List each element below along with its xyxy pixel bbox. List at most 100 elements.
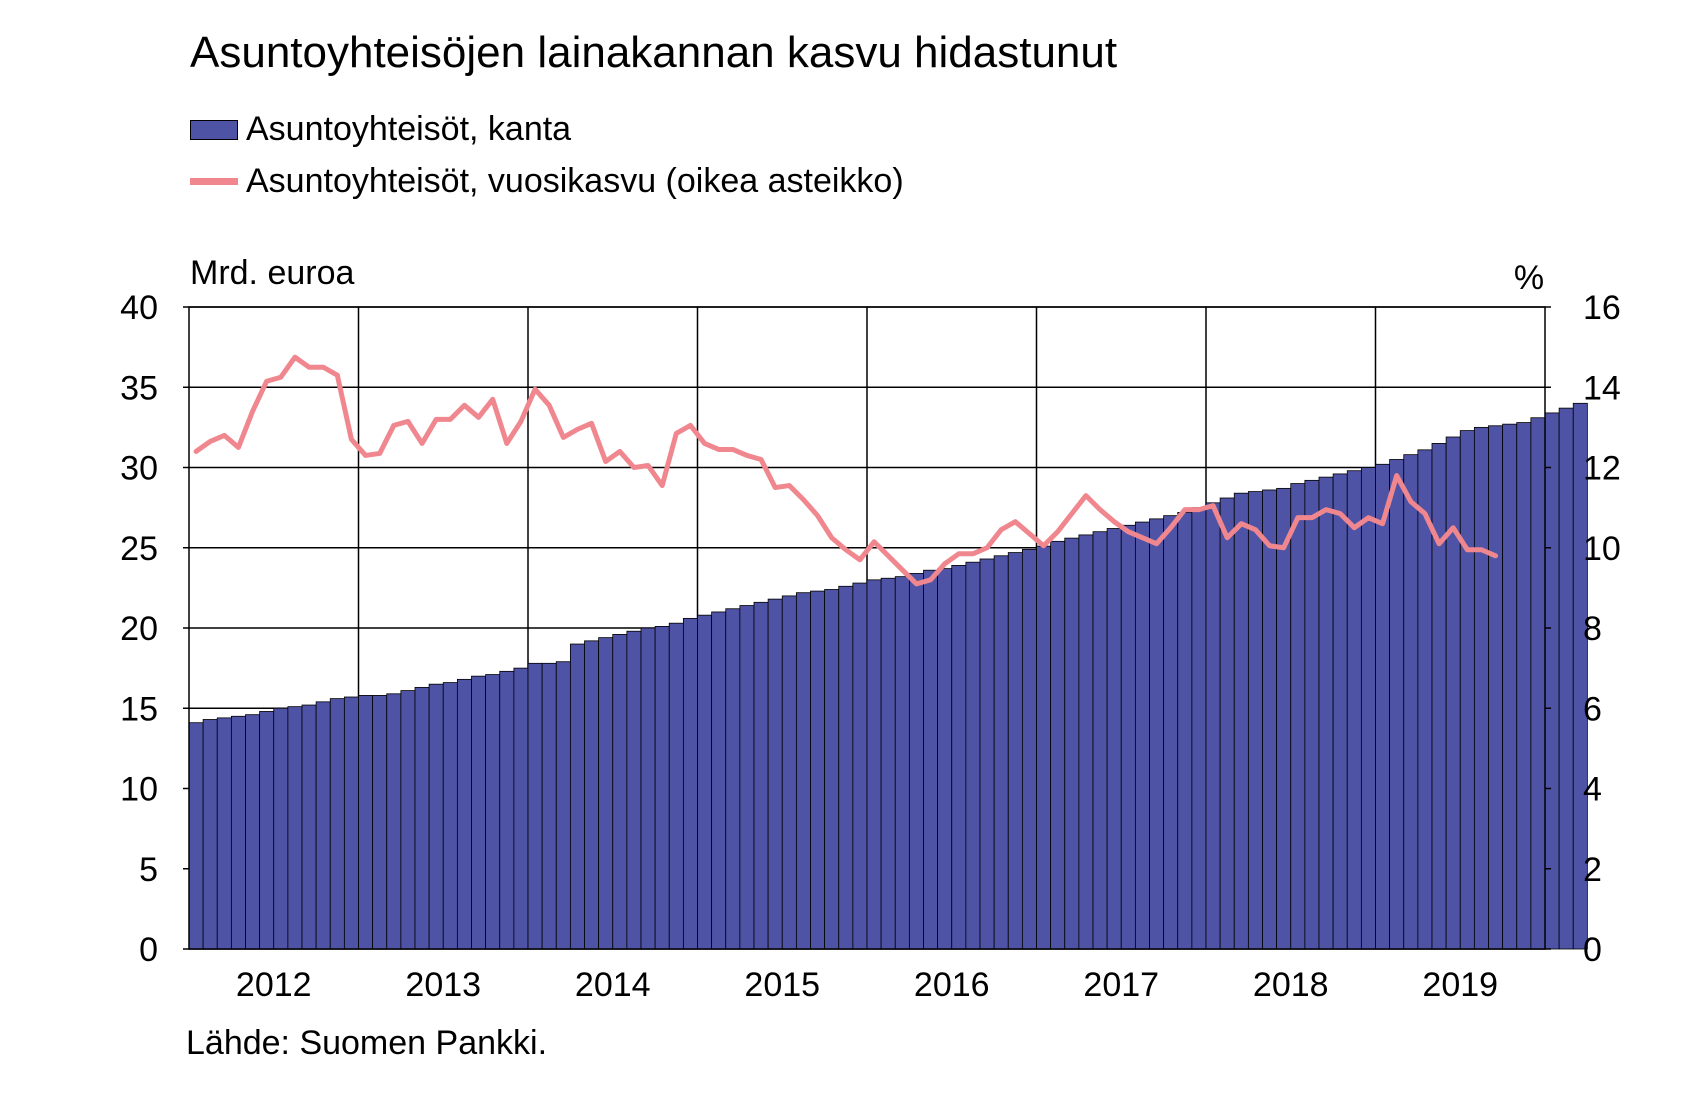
bar: [923, 569, 939, 950]
bar: [584, 640, 600, 950]
bar: [739, 605, 755, 950]
bar: [1233, 492, 1249, 950]
chart-title: Asuntoyhteisöjen lainakannan kasvu hidas…: [190, 28, 1118, 77]
x-tick-label: 2018: [1253, 966, 1329, 1004]
x-tick-label: 2014: [575, 966, 651, 1004]
bar: [753, 601, 769, 950]
bar: [1191, 507, 1207, 950]
bar: [1445, 436, 1461, 950]
bar: [1403, 454, 1419, 950]
bar: [1304, 479, 1320, 950]
bar: [880, 577, 896, 950]
bar: [1346, 470, 1362, 950]
bar: [1064, 537, 1080, 950]
bar: [866, 579, 882, 950]
x-tick-label: 2012: [236, 966, 312, 1004]
bar: [1036, 545, 1052, 950]
y-left-tick-label: 0: [139, 931, 158, 969]
bar: [555, 661, 571, 950]
x-tick-label: 2013: [405, 966, 481, 1004]
x-tick-label: 2015: [744, 966, 820, 1004]
bar: [1530, 417, 1546, 950]
y-left-tick-label: 40: [120, 289, 158, 327]
bar: [1572, 402, 1588, 950]
bar: [1134, 521, 1150, 950]
bar: [400, 690, 416, 950]
bar-series: [188, 402, 1588, 950]
bar: [795, 592, 811, 950]
legend-label-bar: Asuntoyhteisöt, kanta: [246, 110, 572, 148]
bar: [230, 715, 246, 950]
bar: [1247, 491, 1263, 950]
y-right-tick-label: 4: [1583, 771, 1602, 809]
y-left-axis-title: Mrd. euroa: [190, 254, 354, 292]
bar: [1021, 548, 1037, 950]
bar: [993, 555, 1009, 950]
bar: [1205, 502, 1221, 950]
bar: [1558, 407, 1574, 950]
bar: [1120, 524, 1136, 950]
y-right-tick-label: 2: [1583, 851, 1602, 889]
bar: [1473, 426, 1489, 950]
bar: [951, 565, 967, 950]
bar: [273, 707, 289, 950]
bar: [626, 630, 642, 950]
bar: [1050, 540, 1066, 950]
bar: [937, 568, 953, 950]
y-right-tick-label: 14: [1583, 369, 1621, 407]
y-left-tick-label: 25: [120, 530, 158, 568]
bar: [612, 634, 628, 950]
bar: [245, 714, 261, 950]
y-left-tick-label: 35: [120, 369, 158, 407]
bar: [781, 595, 797, 950]
bar: [1092, 531, 1108, 950]
bar: [668, 622, 684, 950]
bar: [456, 678, 472, 950]
bar: [894, 576, 910, 950]
y-right-tick-label: 12: [1583, 450, 1621, 488]
bar: [329, 698, 345, 950]
plot-frame: [183, 306, 1551, 950]
bar: [1149, 518, 1165, 950]
bar: [1389, 459, 1405, 950]
bar: [499, 670, 515, 950]
bar: [301, 704, 317, 950]
bar: [414, 686, 430, 950]
bar: [1459, 430, 1475, 950]
bar: [598, 637, 614, 950]
x-tick-label: 2017: [1083, 966, 1159, 1004]
bar: [1375, 463, 1391, 950]
legend-line-swatch: [190, 178, 238, 185]
bar: [654, 625, 670, 950]
line-growth: [193, 354, 1499, 587]
bar: [428, 683, 444, 950]
bar: [838, 585, 854, 950]
bar: [485, 674, 501, 950]
bar: [1106, 528, 1122, 950]
bar: [1318, 476, 1334, 950]
bar: [767, 598, 783, 950]
y-right-tick-label: 10: [1583, 530, 1621, 568]
y-left-tick-label: 30: [120, 450, 158, 488]
bar: [1177, 512, 1193, 950]
legend-label-line: Asuntoyhteisöt, vuosikasvu (oikea asteik…: [246, 162, 904, 200]
bar: [1290, 483, 1306, 950]
axis-labels: 0 5 10 15 20 25 30 35 40 0 2 4 6 8 10 12 14 16 2012 2013 201…: [120, 254, 1621, 1004]
bar: [188, 722, 204, 950]
bar: [824, 589, 840, 950]
x-tick-label: 2016: [914, 966, 990, 1004]
bar: [471, 675, 487, 950]
y-right-tick-label: 6: [1583, 690, 1602, 728]
y-left-tick-label: 5: [139, 851, 158, 889]
legend-item-bar: Asuntoyhteisöt, kanta: [190, 110, 571, 149]
bar: [640, 627, 656, 950]
x-tick-label: 2019: [1422, 966, 1498, 1004]
source-note: Lähde: Suomen Pankki.: [186, 1024, 548, 1062]
bar: [1516, 422, 1532, 950]
bar: [386, 693, 402, 950]
bar: [1431, 443, 1447, 950]
y-right-axis-title: %: [1514, 259, 1544, 297]
bar: [287, 706, 303, 950]
bar: [725, 608, 741, 950]
